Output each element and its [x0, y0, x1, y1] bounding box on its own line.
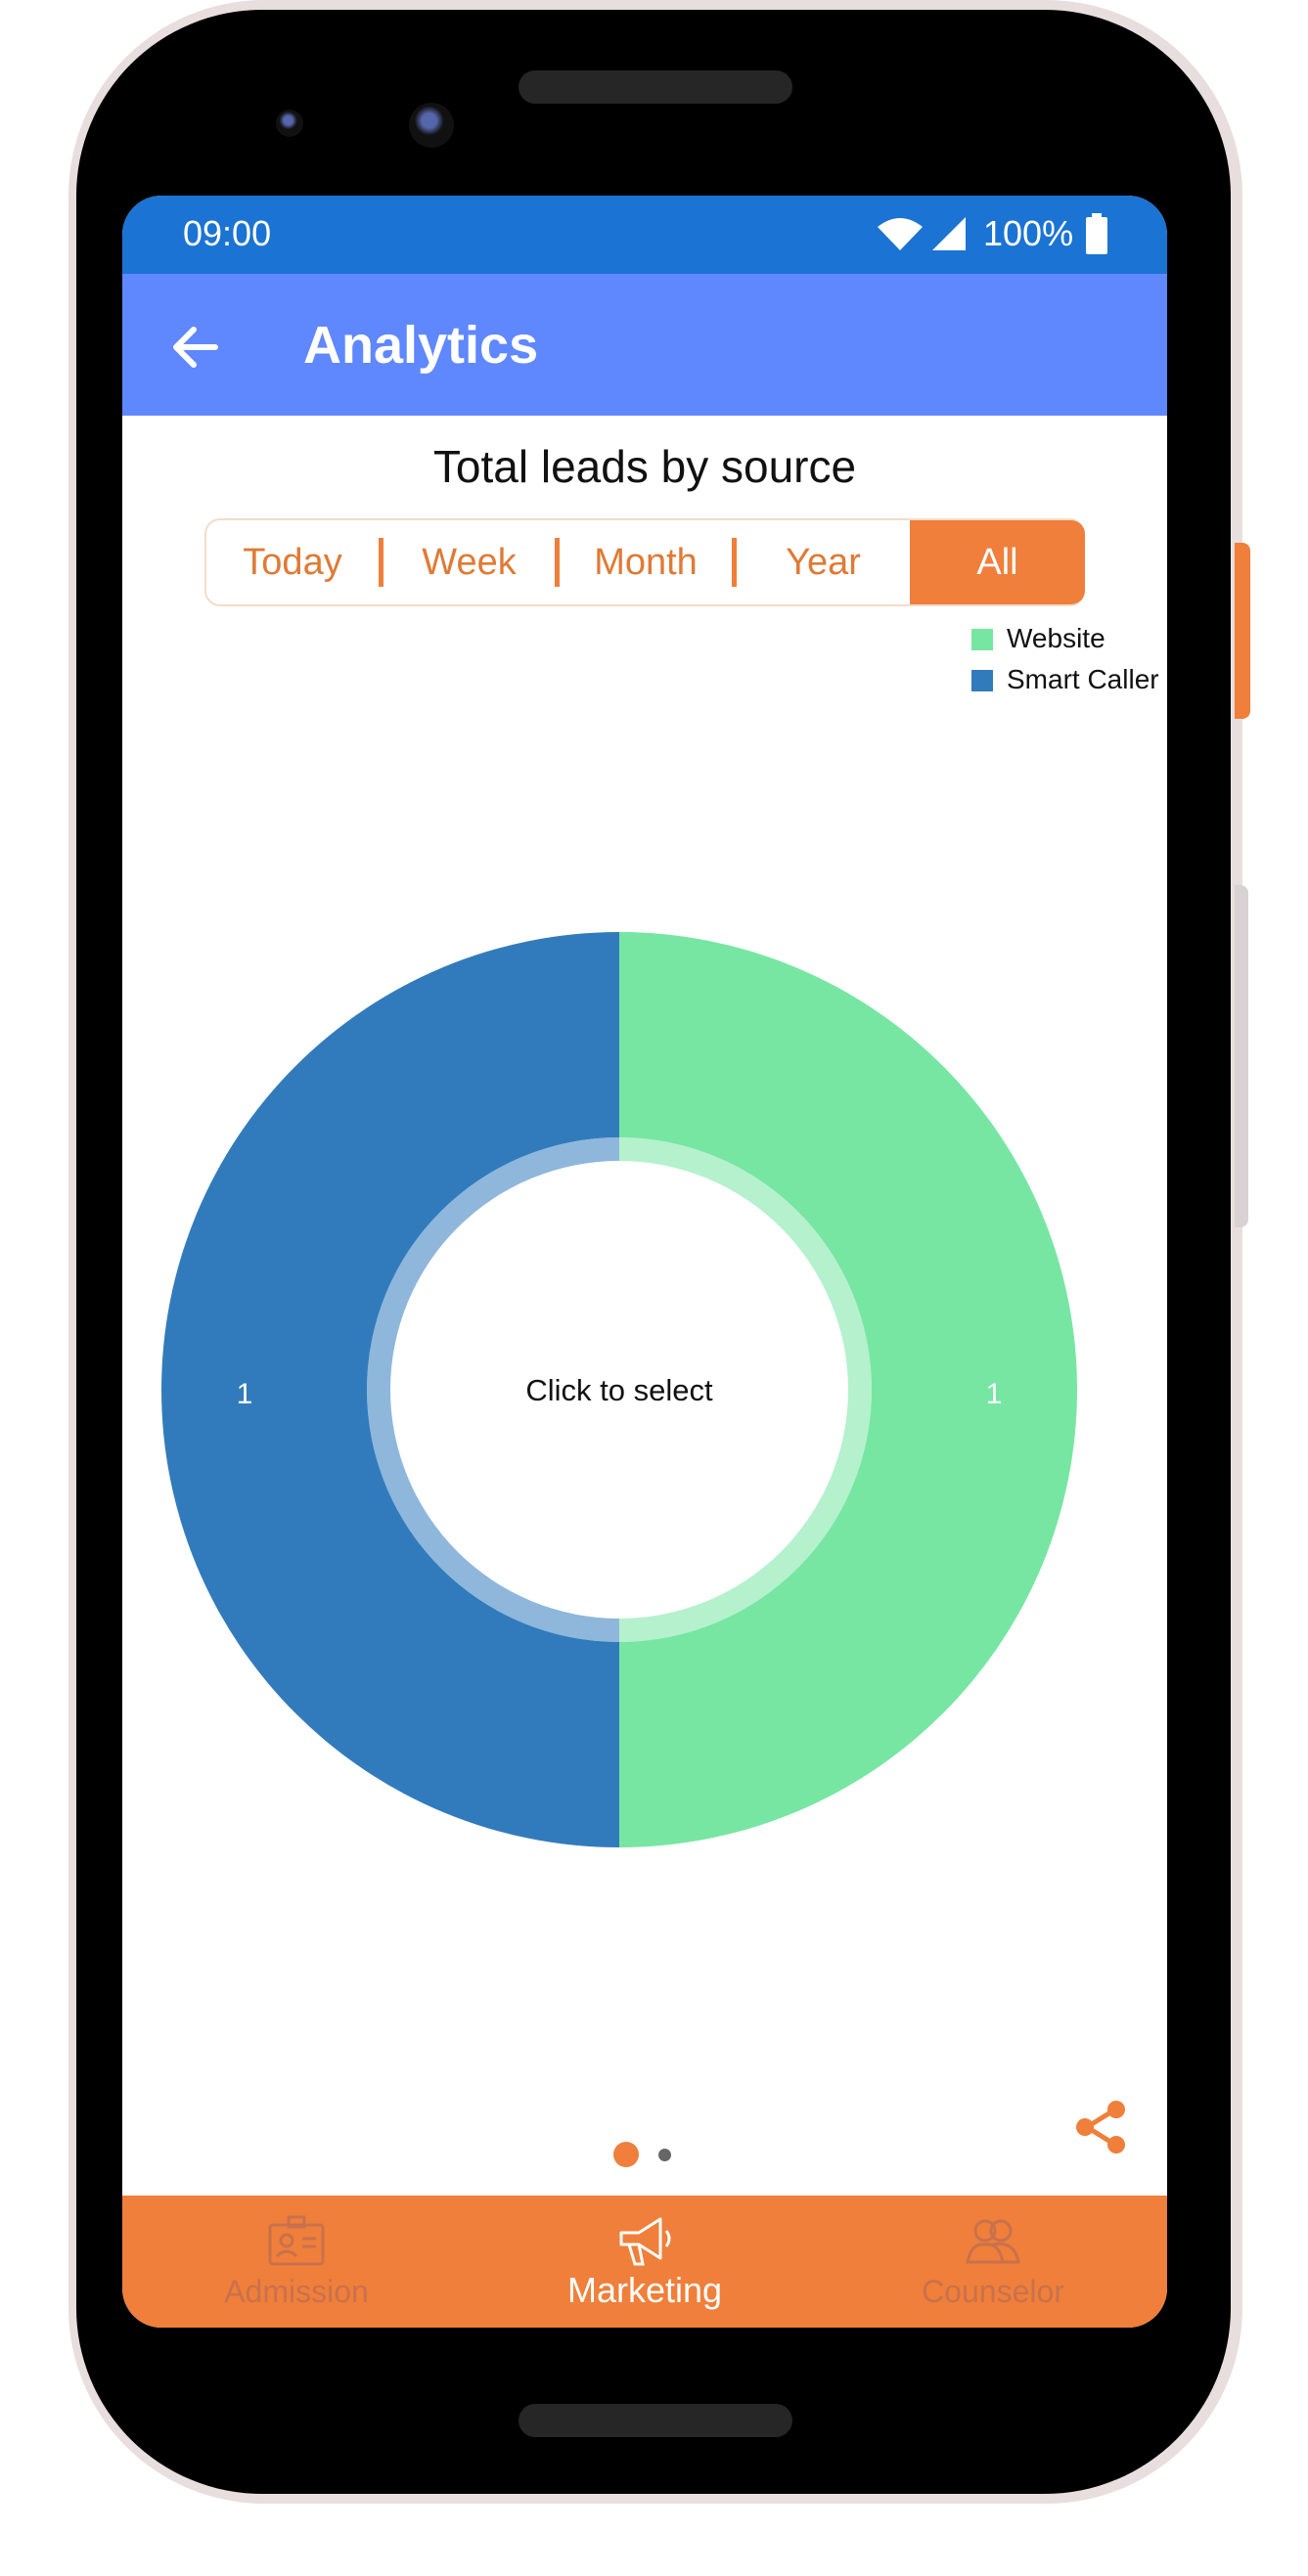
- page-title: Analytics: [303, 316, 539, 375]
- donut-slice-website[interactable]: [619, 932, 1077, 1847]
- battery-percent: 100%: [983, 213, 1074, 253]
- tab-week[interactable]: Week: [422, 542, 517, 583]
- app-screen: 09:00 100% Analytics Total leads by sour…: [122, 196, 1167, 2328]
- id-card-icon: [268, 2215, 325, 2266]
- page-dot[interactable]: [658, 2149, 671, 2161]
- wifi-icon: [878, 218, 923, 250]
- tab-year[interactable]: Year: [786, 542, 861, 583]
- donut-value-label: 1: [986, 1378, 1003, 1410]
- nav-label-marketing: Marketing: [566, 2270, 723, 2310]
- donut-chart: 1 1 Click to select: [161, 932, 1077, 1847]
- tab-today[interactable]: Today: [243, 542, 342, 583]
- status-bar: 09:00 100%: [122, 196, 1167, 274]
- app-bar: Analytics: [122, 274, 1167, 416]
- nav-label-admission: Admission: [224, 2274, 369, 2309]
- users-icon: [966, 2219, 1020, 2264]
- tab-divider: [732, 538, 737, 587]
- tab-divider: [379, 538, 383, 587]
- share-icon[interactable]: [1071, 2098, 1130, 2156]
- nav-marketing[interactable]: Marketing: [471, 2196, 819, 2328]
- top-speaker: [519, 70, 792, 104]
- battery-icon: [1086, 213, 1107, 254]
- signal-icon: [932, 217, 966, 250]
- legend-swatch: [971, 629, 993, 650]
- nav-label-counselor: Counselor: [922, 2274, 1064, 2309]
- arrow-back-icon[interactable]: [166, 318, 225, 377]
- center-label[interactable]: Click to select: [525, 1373, 713, 1407]
- nav-counselor[interactable]: Counselor: [819, 2196, 1167, 2328]
- nav-admission[interactable]: Admission: [122, 2196, 471, 2328]
- status-time: 09:00: [183, 213, 272, 253]
- donut-value-label: 1: [237, 1378, 253, 1410]
- tab-divider: [555, 538, 560, 587]
- donut-center[interactable]: [392, 1163, 846, 1617]
- megaphone-icon: [619, 2217, 671, 2266]
- bottom-navigation: Admission Marketing Counselor: [122, 2196, 1167, 2328]
- donut-slice-smart-caller[interactable]: [161, 932, 619, 1847]
- chart-title: Total leads by source: [432, 441, 857, 492]
- power-button: [1235, 543, 1250, 719]
- time-filter-tabs: Today Week Month Year All: [204, 518, 1085, 606]
- tab-month[interactable]: Month: [594, 542, 698, 583]
- page-dot-active[interactable]: [613, 2142, 639, 2167]
- volume-button: [1235, 885, 1248, 1227]
- bottom-speaker: [519, 2404, 792, 2437]
- legend-label: Smart Caller: [1007, 664, 1159, 694]
- front-sensor-icon: [409, 103, 454, 148]
- front-camera-icon: [276, 110, 303, 137]
- legend-label: Website: [1007, 623, 1105, 653]
- legend-swatch: [971, 670, 993, 691]
- tab-all[interactable]: All: [910, 520, 1085, 604]
